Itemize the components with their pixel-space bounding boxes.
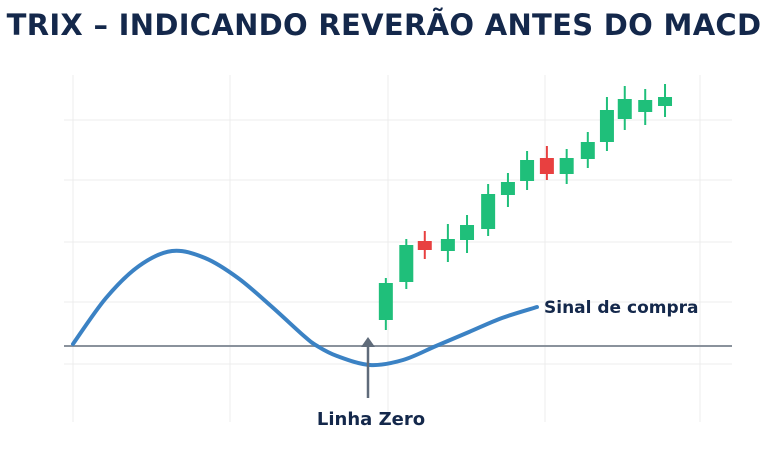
candle-up <box>658 84 673 117</box>
grid <box>64 75 732 422</box>
candle-up <box>599 97 614 151</box>
candle-body <box>520 160 535 181</box>
zero-line-arrow <box>361 337 375 398</box>
candle-body <box>500 182 515 195</box>
candle-down <box>417 231 432 259</box>
candle-body <box>481 194 496 229</box>
candle-up <box>500 173 515 207</box>
candle-up <box>440 224 455 262</box>
buy-signal-label: Sinal de compra <box>544 298 699 318</box>
candle-up <box>580 132 595 168</box>
candle-up <box>617 86 632 130</box>
candle-up <box>481 184 496 236</box>
candle-body <box>460 225 475 240</box>
candle-down <box>539 146 554 180</box>
candle-body <box>559 158 574 174</box>
candle-body <box>599 110 614 142</box>
candle-body <box>399 245 414 282</box>
candle-body <box>580 142 595 159</box>
trix-line <box>71 248 539 368</box>
candle-up <box>638 89 653 125</box>
candle-body <box>658 97 673 106</box>
candle-body <box>440 239 455 251</box>
arrow-up-icon <box>361 337 375 347</box>
candle-body <box>617 99 632 119</box>
zero-line-label: Linha Zero <box>317 409 425 430</box>
candle-body <box>638 100 653 112</box>
candle-up <box>520 151 535 190</box>
candle-body <box>539 158 554 174</box>
candle-up <box>559 149 574 184</box>
chart-title: TRIX – INDICANDO REVERÃO ANTES DO MACD <box>6 8 762 42</box>
candles <box>378 84 673 330</box>
candle-up <box>399 239 414 289</box>
candle-body <box>378 283 393 320</box>
candle-up <box>378 278 393 330</box>
candle-body <box>417 241 432 250</box>
candle-up <box>460 215 475 253</box>
